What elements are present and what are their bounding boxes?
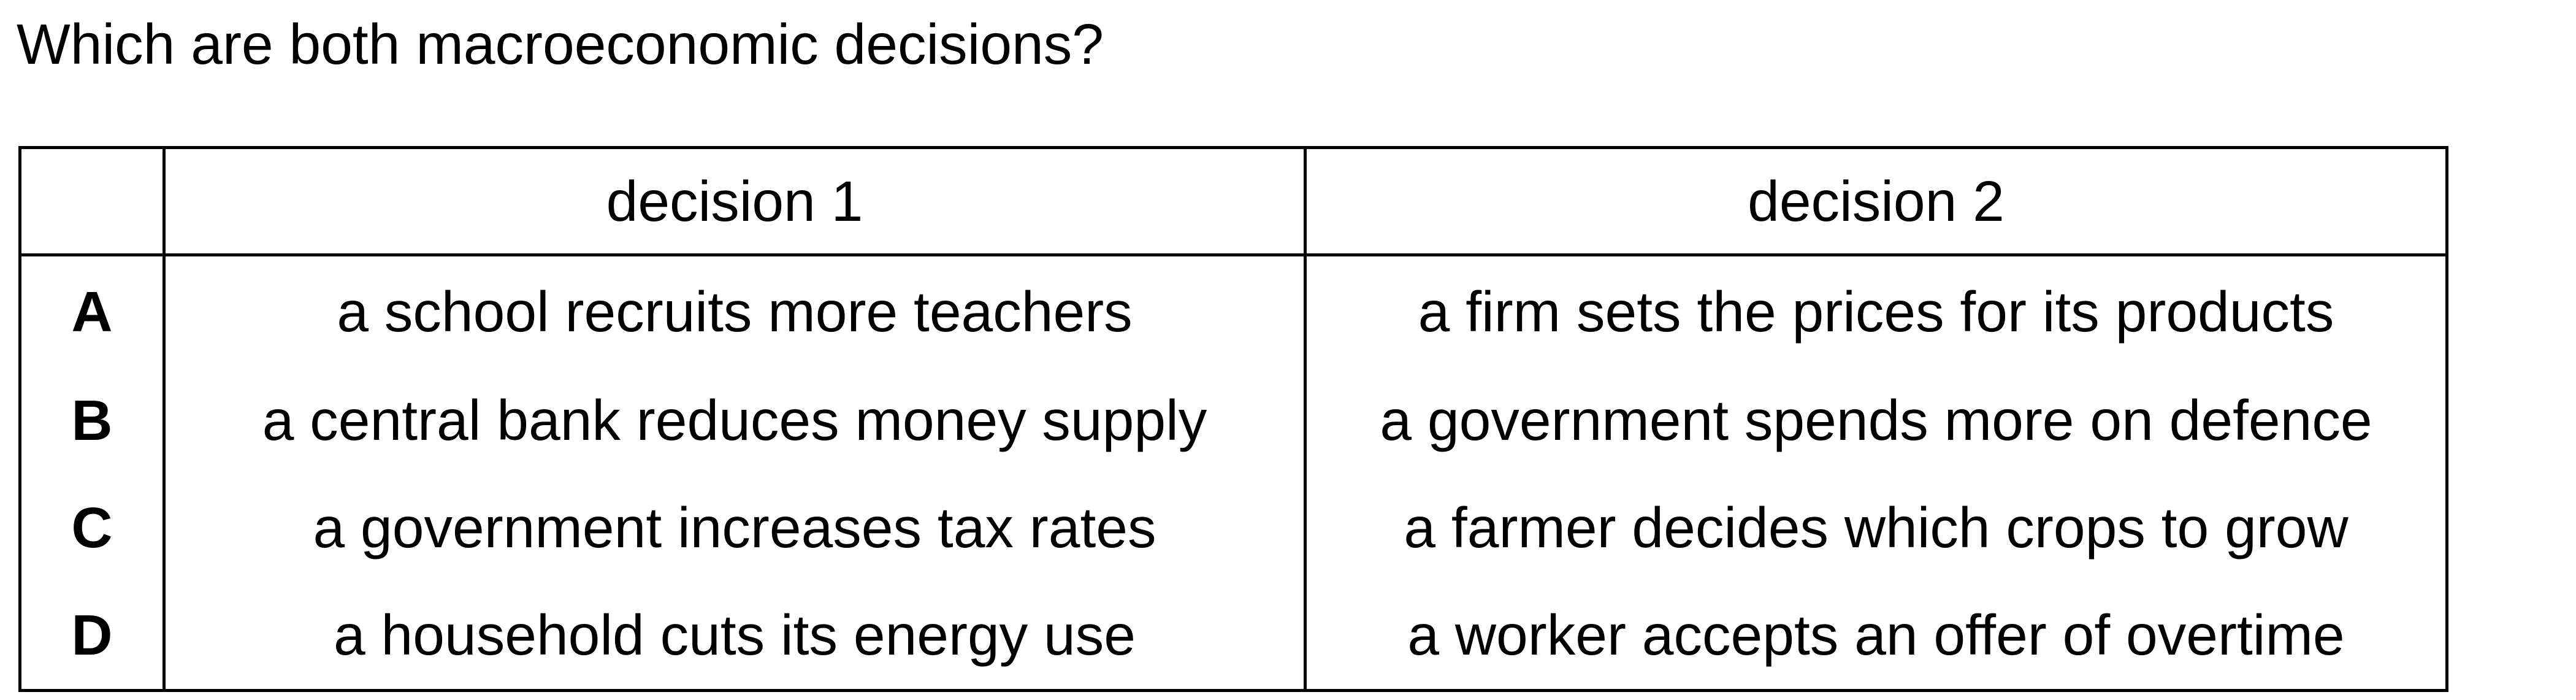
header-decision-2: decision 2 — [1304, 146, 2448, 256]
header-option-letter — [18, 146, 166, 256]
table-row: C a government increases tax rates a far… — [18, 474, 2448, 582]
decision-1-cell: a school recruits more teachers — [162, 255, 1307, 367]
option-letter: A — [18, 255, 166, 367]
option-letter: B — [18, 367, 166, 474]
decision-1-cell: a household cuts its energy use — [162, 582, 1307, 691]
table-row: B a central bank reduces money supply a … — [18, 367, 2448, 474]
option-letter: D — [18, 582, 166, 691]
decision-2-cell: a government spends more on defence — [1304, 367, 2448, 474]
decision-2-cell: a farmer decides which crops to grow — [1304, 474, 2448, 582]
table-row: D a household cuts its energy use a work… — [18, 582, 2448, 691]
decision-1-cell: a central bank reduces money supply — [162, 367, 1307, 474]
table-row: A a school recruits more teachers a firm… — [18, 255, 2448, 367]
decision-1-cell: a government increases tax rates — [162, 474, 1307, 582]
decision-2-cell: a firm sets the prices for its products — [1304, 255, 2448, 367]
header-decision-1: decision 1 — [162, 146, 1307, 256]
decision-2-cell: a worker accepts an offer of overtime — [1304, 582, 2448, 691]
question-text: Which are both macroeconomic decisions? — [17, 12, 1104, 76]
option-letter: C — [18, 474, 166, 582]
options-table: decision 1 decision 2 A a school recruit… — [18, 146, 2448, 692]
table-header-row: decision 1 decision 2 — [18, 146, 2448, 256]
